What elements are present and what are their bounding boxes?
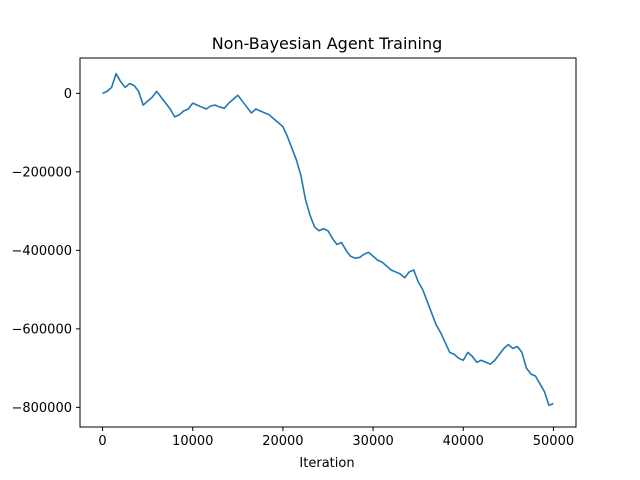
x-axis-label: Iteration: [299, 456, 354, 471]
x-tick-label: 40000: [443, 434, 484, 449]
plot-area: 0 10000 20000 30000 40000 50000 0 −200000 −40000…: [11, 57, 577, 449]
x-tick-label: 30000: [352, 434, 393, 449]
series-line-0: [102, 72, 554, 407]
y-tick-label: 0: [64, 87, 72, 102]
chart-title: Non-Bayesian Agent Training: [212, 34, 443, 53]
y-tick-label: −200000: [11, 165, 72, 180]
y-tick-label: −600000: [11, 322, 72, 337]
x-tick-label: 20000: [262, 434, 303, 449]
y-tick-label: −400000: [11, 244, 72, 259]
x-tick-label: 50000: [533, 434, 574, 449]
axes-frame: [79, 57, 577, 428]
x-tick-label: 10000: [172, 434, 213, 449]
y-tick-label: −800000: [11, 401, 72, 416]
x-tick-label: 0: [98, 434, 106, 449]
